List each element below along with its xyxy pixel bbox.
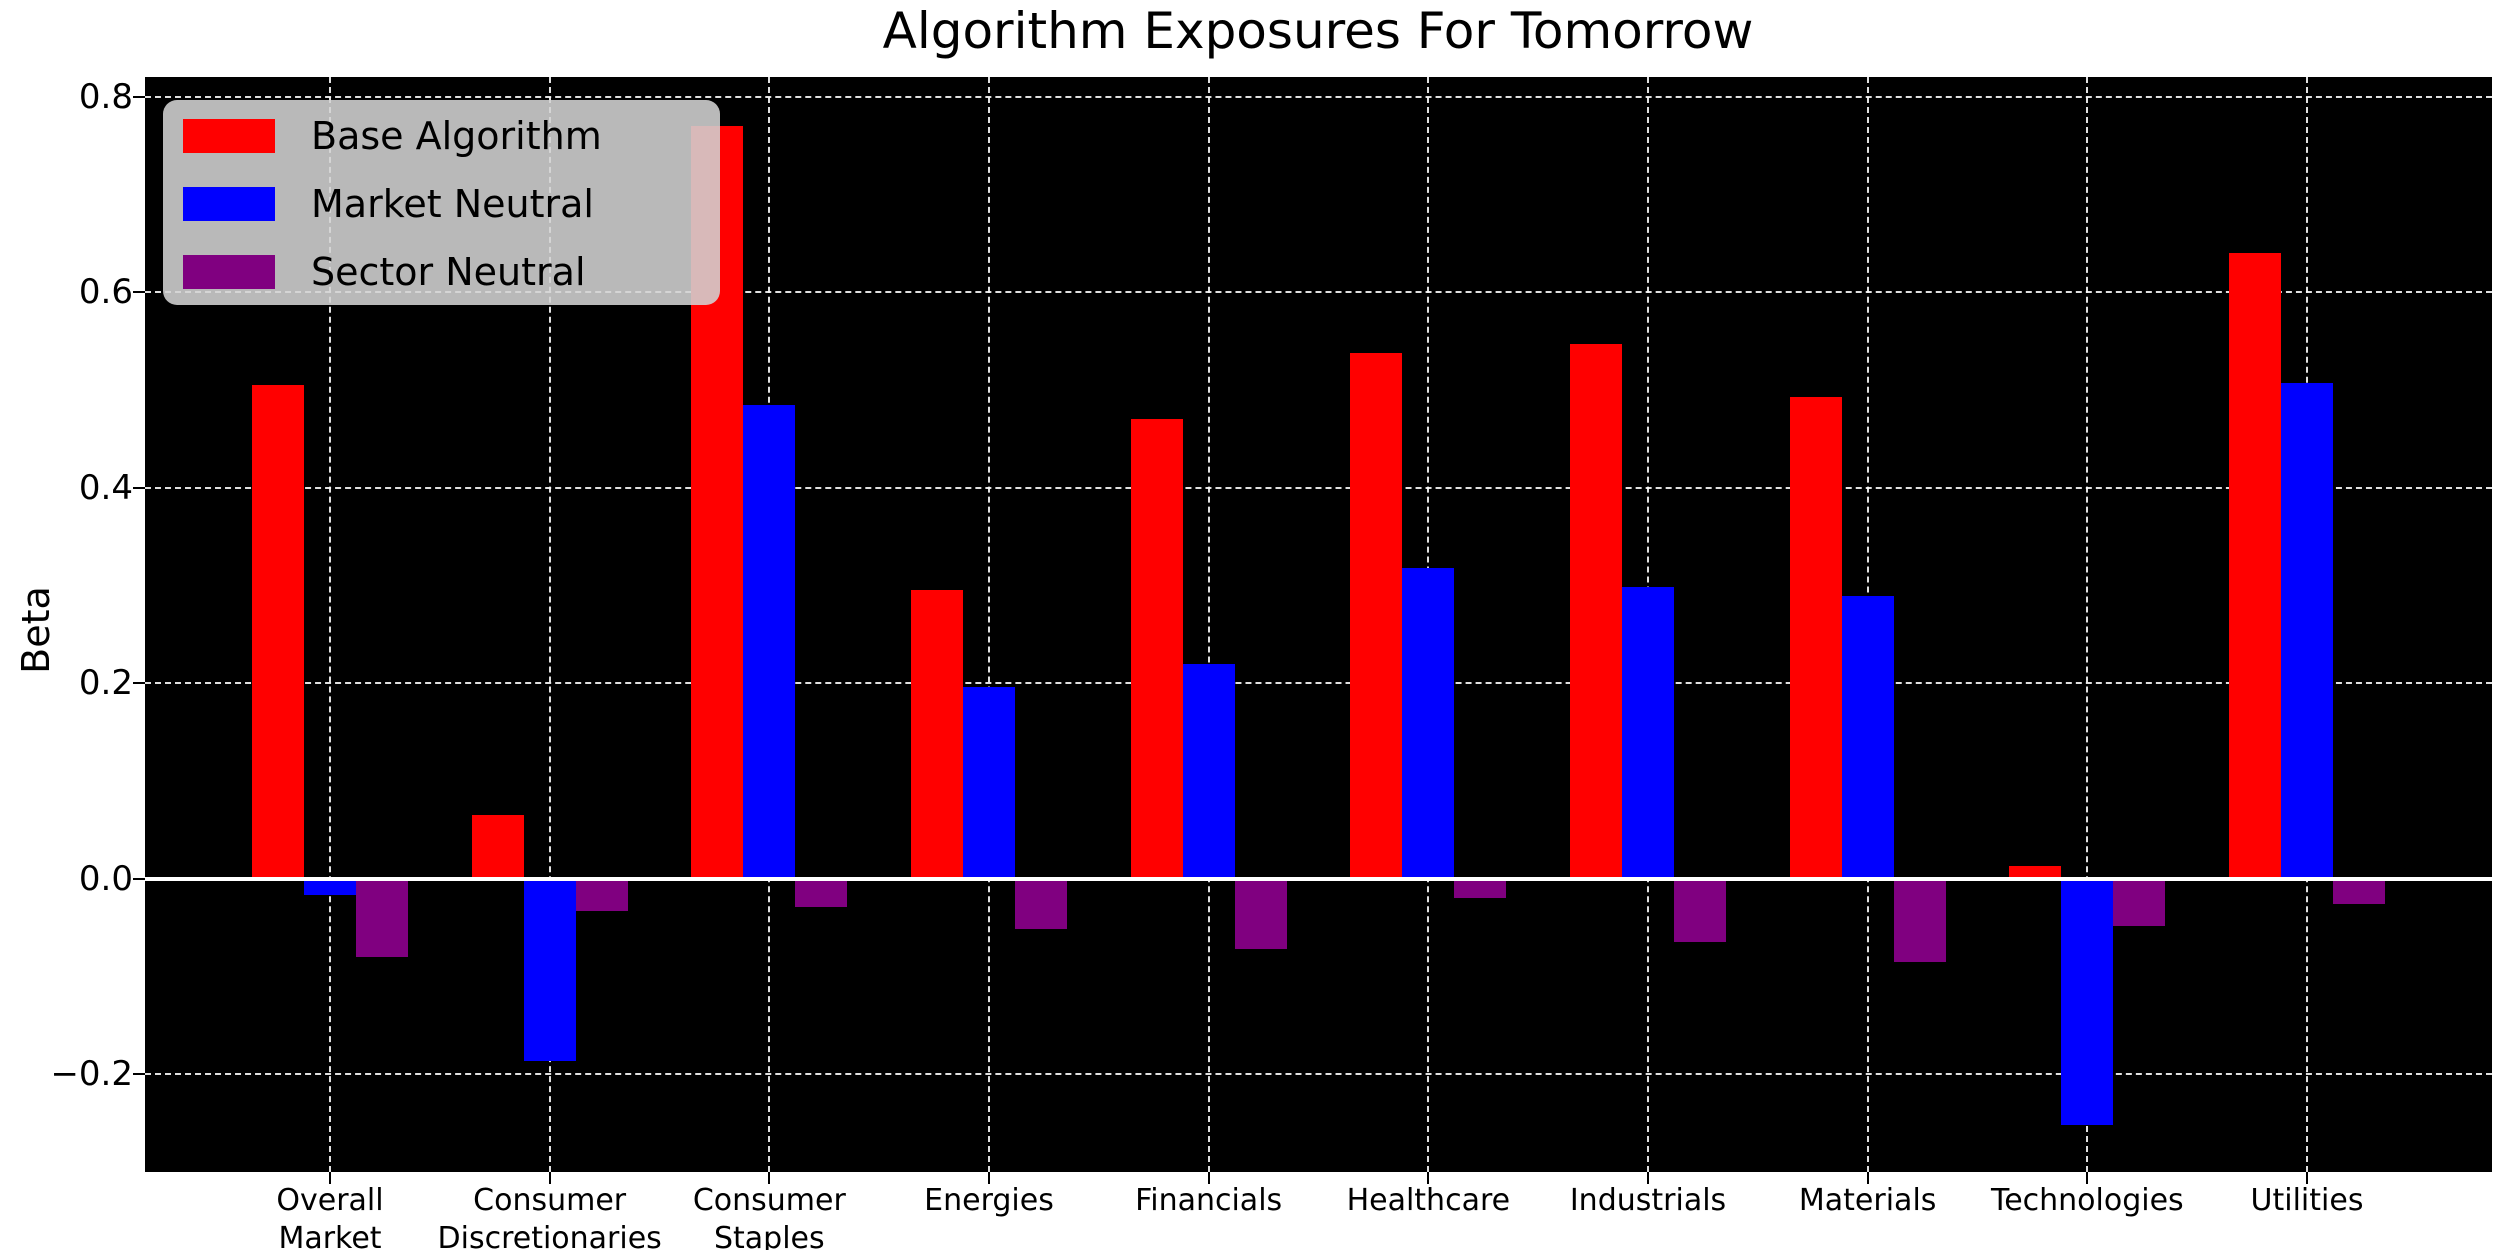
- x-tick-label: Consumer Discretionaries: [437, 1183, 662, 1250]
- bar-sector-neutral-utilities: [2333, 878, 2385, 905]
- bar-sector-neutral-consumer-discretionaries: [575, 878, 628, 911]
- grid-line-vertical: [1207, 77, 1210, 1172]
- bar-base-algorithm-materials: [1789, 396, 1842, 879]
- y-tick-mark: [133, 1073, 145, 1076]
- grid-line-horizontal: [145, 682, 2492, 685]
- x-tick-mark: [1866, 1172, 1869, 1184]
- bar-market-neutral-industrials: [1622, 587, 1674, 879]
- bar-base-algorithm-energies: [911, 590, 963, 879]
- bar-sector-neutral-materials: [1893, 878, 1946, 962]
- bar-base-algorithm-industrials: [1570, 343, 1622, 879]
- bar-market-neutral-financials: [1182, 663, 1235, 879]
- x-tick-label: Healthcare: [1346, 1183, 1511, 1218]
- y-tick-mark: [133, 486, 145, 489]
- x-tick-label: Technologies: [1990, 1183, 2184, 1218]
- grid-line-vertical: [988, 77, 990, 1172]
- x-tick-mark: [548, 1172, 551, 1184]
- y-tick-mark: [133, 95, 145, 98]
- bar-sector-neutral-industrials: [1674, 878, 1726, 943]
- legend-label-sector-neutral: Sector Neutral: [311, 250, 586, 294]
- legend-item-base-algorithm: Base Algorithm: [183, 102, 720, 170]
- bar-sector-neutral-financials: [1234, 878, 1287, 950]
- legend-item-sector-neutral: Sector Neutral: [183, 238, 720, 306]
- zero-axis-line: [145, 876, 2492, 881]
- bar-base-algorithm-technologies: [2009, 865, 2062, 879]
- x-tick-mark: [1647, 1172, 1649, 1184]
- bar-market-neutral-consumer-discretionaries: [523, 878, 576, 1061]
- bar-base-algorithm-healthcare: [1350, 352, 1403, 879]
- legend-swatch-market-neutral: [183, 187, 275, 221]
- bar-market-neutral-overall-market: [304, 878, 356, 896]
- bar-sector-neutral-energies: [1015, 878, 1067, 929]
- bar-sector-neutral-consumer-staples: [795, 878, 848, 908]
- y-tick-mark: [133, 877, 145, 880]
- y-tick-mark: [133, 682, 145, 685]
- bar-market-neutral-technologies: [2061, 878, 2114, 1126]
- bar-base-algorithm-consumer-discretionaries: [471, 815, 524, 879]
- bar-sector-neutral-healthcare: [1454, 878, 1507, 899]
- y-tick-label: 0.0: [78, 858, 133, 899]
- grid-line-vertical: [329, 77, 331, 1172]
- x-tick-label: Utilities: [2250, 1183, 2364, 1218]
- x-tick-mark: [768, 1172, 771, 1184]
- x-tick-label: Overall Market: [276, 1183, 384, 1250]
- x-tick-mark: [1207, 1172, 1210, 1184]
- bar-base-algorithm-utilities: [2229, 252, 2281, 879]
- legend-label-base-algorithm: Base Algorithm: [311, 114, 602, 158]
- y-axis-label: Beta: [14, 586, 58, 674]
- legend-label-market-neutral: Market Neutral: [311, 182, 594, 226]
- x-tick-mark: [329, 1172, 331, 1184]
- y-tick-label: 0.8: [78, 76, 133, 117]
- y-tick-label: −0.2: [50, 1054, 133, 1095]
- x-tick-label: Materials: [1798, 1183, 1937, 1218]
- grid-line-vertical: [2086, 77, 2089, 1172]
- bar-market-neutral-utilities: [2281, 383, 2333, 879]
- grid-line-horizontal: [145, 291, 2492, 294]
- grid-line-horizontal: [145, 486, 2492, 489]
- legend-swatch-base-algorithm: [183, 119, 275, 153]
- x-tick-label: Energies: [924, 1183, 1054, 1218]
- legend-item-market-neutral: Market Neutral: [183, 170, 720, 238]
- grid-line-horizontal: [145, 95, 2492, 98]
- bar-market-neutral-energies: [963, 687, 1015, 879]
- bar-market-neutral-materials: [1841, 596, 1894, 879]
- x-tick-label: Industrials: [1569, 1183, 1727, 1218]
- y-tick-label: 0.6: [78, 272, 133, 313]
- y-tick-label: 0.2: [78, 663, 133, 704]
- legend: Base Algorithm Market Neutral Sector Neu…: [163, 100, 720, 305]
- x-tick-mark: [2306, 1172, 2308, 1184]
- bar-sector-neutral-overall-market: [356, 878, 408, 957]
- grid-line-vertical: [548, 77, 551, 1172]
- x-tick-label: Consumer Staples: [692, 1183, 846, 1250]
- x-tick-mark: [988, 1172, 990, 1184]
- x-tick-mark: [2086, 1172, 2089, 1184]
- bar-sector-neutral-technologies: [2113, 878, 2166, 926]
- y-tick-label: 0.4: [78, 467, 133, 508]
- bar-market-neutral-healthcare: [1402, 567, 1455, 879]
- chart-title: Algorithm Exposures For Tomorrow: [882, 2, 1754, 60]
- bar-base-algorithm-overall-market: [252, 384, 304, 879]
- x-tick-label: Financials: [1135, 1183, 1283, 1218]
- bar-market-neutral-consumer-staples: [743, 404, 796, 879]
- y-tick-mark: [133, 291, 145, 294]
- bar-base-algorithm-financials: [1130, 419, 1183, 879]
- legend-swatch-sector-neutral: [183, 255, 275, 289]
- grid-line-horizontal: [145, 1073, 2492, 1076]
- x-tick-mark: [1427, 1172, 1430, 1184]
